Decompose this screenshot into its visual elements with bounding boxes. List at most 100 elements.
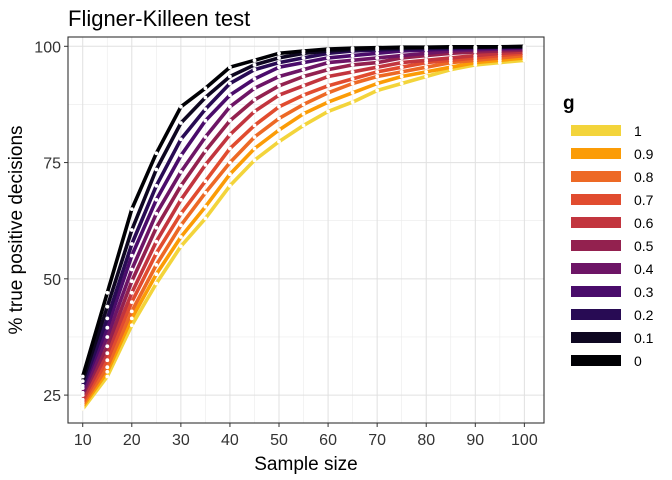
data-point-g-0.5	[326, 67, 330, 72]
legend: 1 0.9 0.8 0.7 0.6 0.5 0.4 0.3 0.2 0.1 0	[571, 123, 654, 369]
data-point-g-0.7	[105, 358, 110, 363]
y-tick-label: 25	[43, 388, 61, 405]
data-point-g-0.8	[424, 65, 429, 70]
data-point-g-0.3	[179, 153, 183, 158]
plot-area: 10 20 30 40 50 60 70 80 90 100 25 50 75 100	[34, 36, 545, 449]
data-point-g-0.8	[129, 309, 134, 314]
legend-key-g-0.4	[571, 263, 621, 274]
data-point-g-0.7	[154, 251, 159, 256]
data-point-g-0.6	[326, 74, 330, 79]
data-point-g-0.6	[448, 56, 453, 60]
data-point-g-0.9	[350, 90, 355, 95]
x-tick-label: 30	[172, 432, 190, 449]
data-point-g-0.4	[399, 53, 404, 58]
data-point-g-0.3	[154, 197, 159, 202]
data-point-g-0.6	[105, 351, 110, 356]
data-point-g-0.8	[301, 102, 306, 107]
x-axis-label: Sample size	[254, 454, 358, 475]
data-point-g-1	[424, 74, 429, 79]
data-point-g-0.2	[154, 183, 159, 188]
data-point-g-0.9	[129, 316, 134, 321]
x-tick-label: 50	[270, 432, 288, 449]
legend-key-g-0.9	[571, 148, 621, 159]
data-point-g-0.7	[203, 179, 208, 184]
data-point-g-0	[129, 207, 134, 212]
data-point-g-0.2	[228, 81, 232, 86]
data-point-g-0.1	[228, 74, 232, 79]
data-point-g-0.5	[179, 183, 183, 188]
data-point-g-0.8	[375, 74, 380, 79]
data-point-g-0.5	[228, 118, 232, 123]
data-point-g-0.8	[203, 190, 208, 195]
data-point-g-1	[277, 139, 281, 144]
data-point-g-0.1	[252, 63, 257, 67]
data-point-g-0.1	[277, 56, 281, 60]
data-point-g-0.6	[252, 109, 257, 114]
data-point-g-0.6	[350, 70, 355, 74]
x-tick-label: 20	[123, 432, 141, 449]
x-tick-label: 40	[221, 432, 239, 449]
data-point-g-0.8	[326, 90, 330, 95]
data-point-g-0.4	[375, 56, 380, 60]
data-point-g-0.9	[424, 70, 429, 74]
legend-key-g-0.5	[571, 240, 621, 251]
data-point-g-0.4	[129, 267, 134, 272]
data-point-g-0.7	[350, 77, 355, 81]
data-point-g-0	[326, 47, 330, 51]
data-point-g-0.5	[252, 97, 257, 102]
data-point-g-0.6	[301, 83, 306, 88]
data-point-g-0.7	[301, 93, 306, 97]
x-tick-label: 10	[74, 432, 92, 449]
data-point-g-0.2	[203, 107, 208, 111]
data-point-g-0.9	[448, 65, 453, 70]
legend-label-g-0.5: 0.5	[634, 238, 654, 254]
data-point-g-0.3	[301, 60, 306, 65]
data-point-g-0.9	[228, 172, 232, 177]
legend-key-g-0.1	[571, 332, 621, 343]
data-point-g-0.3	[105, 325, 110, 330]
data-point-g-0.5	[375, 60, 380, 65]
data-point-g-0	[350, 46, 355, 51]
data-point-g-0.7	[129, 300, 134, 304]
data-point-g-0.8	[277, 116, 281, 121]
data-point-g-0.3	[129, 253, 134, 258]
data-point-g-0.7	[228, 146, 232, 151]
data-point-g-0.1	[154, 167, 159, 172]
data-point-g-0.8	[105, 365, 110, 370]
data-point-g-0.5	[203, 149, 208, 153]
data-point-g-0.1	[105, 304, 110, 309]
data-point-g-0.5	[277, 83, 281, 88]
data-point-g-0.4	[252, 86, 257, 91]
data-point-g-0.3	[203, 118, 208, 123]
data-point-g-0.6	[228, 132, 232, 137]
data-point-g-0	[424, 45, 429, 50]
data-point-g-0.6	[179, 197, 183, 202]
data-point-g-0	[154, 151, 159, 156]
data-point-g-0.7	[252, 123, 257, 128]
legend-key-g-0.7	[571, 194, 621, 205]
data-point-g-0	[301, 49, 306, 53]
x-tick-label: 60	[319, 432, 337, 449]
data-point-g-0.9	[301, 111, 306, 116]
data-point-g-0.4	[350, 58, 355, 63]
data-point-g-1	[105, 374, 110, 379]
x-tick-label: 80	[417, 432, 435, 449]
data-point-g-0	[448, 44, 453, 49]
legend-label-g-1: 1	[634, 123, 642, 139]
data-point-g-0.6	[80, 397, 85, 402]
data-point-g-0.9	[105, 369, 110, 374]
data-point-g-0.9	[203, 204, 208, 209]
data-point-g-0.2	[80, 383, 85, 388]
data-point-g-0.4	[80, 390, 85, 395]
data-point-g-0.4	[277, 74, 281, 79]
y-axis-label: % true positive decisions	[6, 125, 27, 334]
data-point-g-1	[129, 323, 134, 328]
data-point-g-0.8	[350, 81, 355, 86]
data-point-g-0	[228, 65, 232, 70]
y-tick-label: 50	[43, 272, 61, 289]
data-point-g-0.6	[399, 60, 404, 65]
data-point-g-0.4	[105, 335, 110, 339]
data-point-g-0.2	[179, 137, 183, 142]
data-point-g-0	[179, 104, 183, 109]
data-point-g-1	[301, 123, 306, 128]
